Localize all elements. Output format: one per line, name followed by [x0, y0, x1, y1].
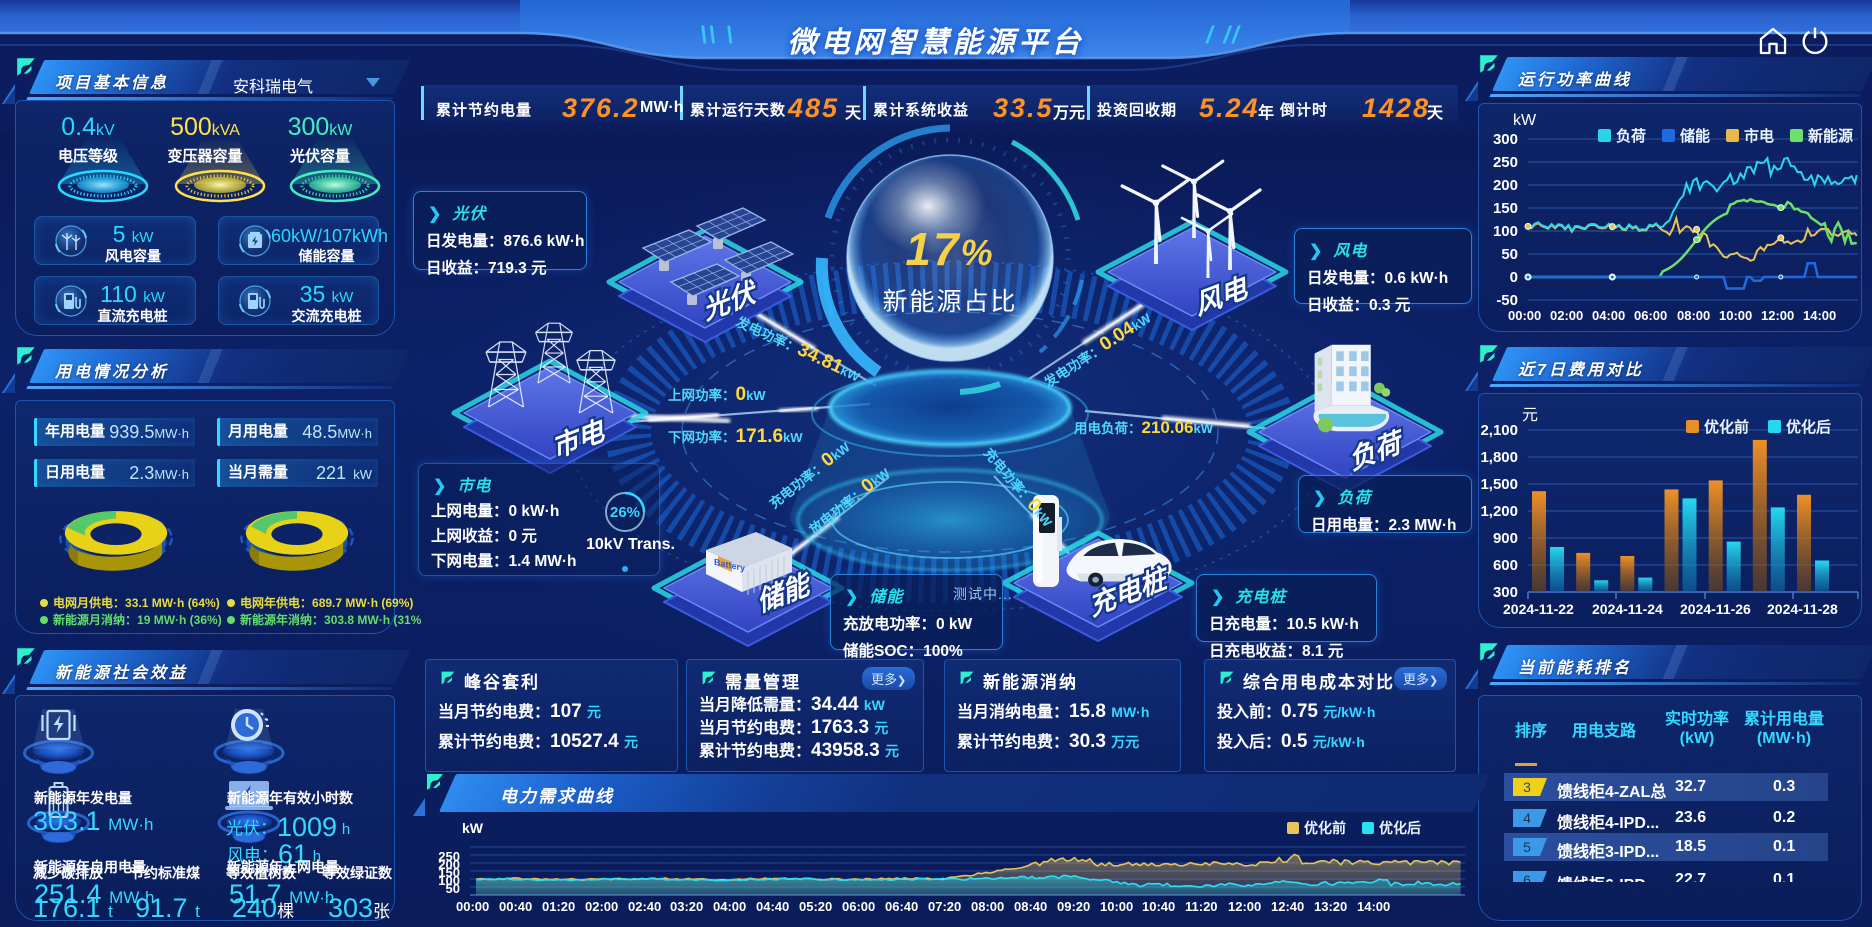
svg-text:4: 4: [1523, 810, 1531, 826]
svg-text:上网功率：0kW: 上网功率：0kW: [668, 384, 766, 405]
svg-text:下网功率：171.6kW: 下网功率：171.6kW: [668, 426, 803, 447]
svg-text:5: 5: [1523, 839, 1531, 855]
svg-text:用电负荷：210.06kW: 用电负荷：210.06kW: [1074, 418, 1214, 437]
svg-text:26%: 26%: [610, 504, 640, 521]
svg-text:6: 6: [1523, 872, 1531, 882]
svg-text:3: 3: [1523, 779, 1531, 795]
